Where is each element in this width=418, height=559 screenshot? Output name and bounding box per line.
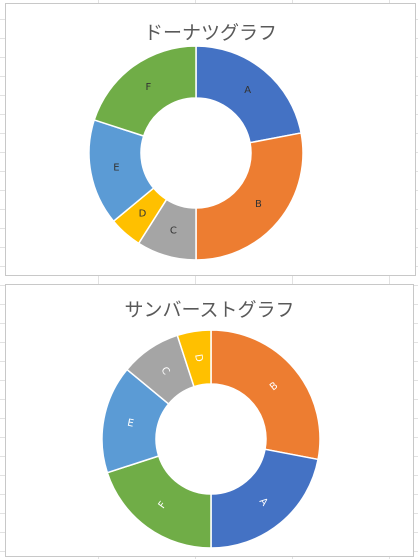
sunburst-label-e: E [126, 418, 134, 430]
donut-chart-title: ドーナツグラフ [143, 22, 277, 44]
sunburst-label-d: D [192, 353, 204, 363]
sunburst-slice-b[interactable] [210, 329, 321, 461]
donut-label-b: B [255, 199, 262, 210]
sunburst-chart-title: サンバーストグラフ [124, 299, 295, 321]
donut-slice-f[interactable] [93, 45, 197, 137]
donut-label-e: E [113, 163, 119, 174]
donut-slice-b[interactable] [195, 132, 304, 261]
sunburst-slice-d[interactable] [176, 329, 212, 388]
donut-chart-svg: A B C D E F [88, 45, 304, 261]
sunburst-slice-a[interactable] [210, 448, 319, 549]
sunburst-label-c: C [158, 365, 171, 377]
sunburst-label-f: F [157, 500, 169, 511]
donut-label-c: C [170, 225, 177, 236]
donut-label-f: F [146, 82, 152, 93]
donut-slice-a[interactable] [195, 45, 302, 144]
donut-label-d: D [139, 208, 147, 219]
donut-label-a: A [244, 85, 251, 96]
donut-chart-panel[interactable]: ドーナツグラフ A B C D E F [5, 3, 416, 276]
